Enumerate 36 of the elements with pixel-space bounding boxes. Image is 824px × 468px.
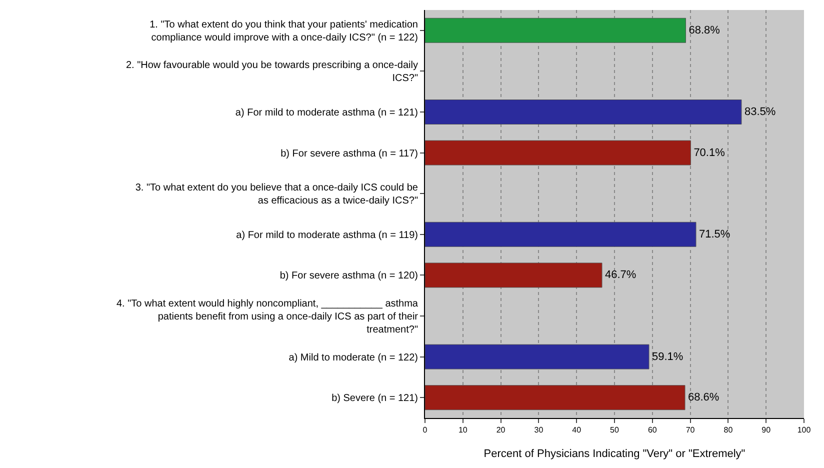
y-tick-label: a) For mild to moderate asthma (n = 119) — [236, 230, 418, 241]
bar — [425, 100, 742, 124]
y-tick-label: a) For mild to moderate asthma (n = 121) — [235, 108, 418, 118]
bar — [425, 262, 602, 288]
x-tick-label: 100 — [797, 426, 812, 435]
x-tick-label: 80 — [724, 426, 734, 435]
y-tick-label: b) For severe asthma (n = 117) — [280, 148, 418, 160]
y-tick-label: a) Mild to moderate (n = 122) — [288, 352, 418, 364]
y-tick-label: 1. "To what extent do you think that your patients' medication compliance would improve with a once-daily ICS?" (n = 122) — [150, 19, 418, 44]
y-tick-label: 4. "To what extent would highly noncompliant, ___________ asthma patients benefit from using a once-daily ICS as part of their treatment?" — [116, 298, 419, 336]
bar — [425, 18, 686, 43]
data-label: 71.5% — [698, 228, 730, 240]
data-label: 46.7% — [604, 269, 636, 282]
data-label: 68.6% — [688, 392, 720, 404]
x-tick-label: 30 — [534, 426, 544, 435]
x-tick-label: 50 — [610, 426, 620, 435]
bar — [425, 385, 686, 410]
x-tick-label: 0 — [422, 426, 428, 435]
data-label: 68.8% — [688, 24, 720, 36]
x-tick-label: 40 — [572, 426, 582, 435]
y-tick-label: b) Severe (n = 121) — [332, 393, 418, 404]
data-label: 83.5% — [744, 106, 776, 118]
x-tick-label: 60 — [648, 426, 658, 435]
bar — [425, 344, 650, 370]
x-axis-title: Percent of Physicians Indicating "Very" or "Extremely" — [484, 448, 746, 460]
bar — [425, 140, 691, 166]
data-label: 59.1% — [652, 350, 684, 363]
data-label: 70.1% — [694, 146, 726, 159]
x-tick-label: 90 — [762, 426, 772, 435]
x-tick-label: 10 — [458, 426, 468, 435]
x-tick-label: 70 — [686, 426, 696, 435]
y-tick-label: 3. "To what extent do you believe that a once-daily ICS could be as efficacious as a twice-daily ICS?" — [135, 182, 418, 207]
bar — [425, 222, 696, 247]
y-tick-label: 2. "How favourable would you be towards prescribing a once-daily ICS?" — [126, 60, 418, 84]
x-tick-label: 20 — [496, 426, 506, 435]
y-tick-label: b) For severe asthma (n = 120) — [280, 270, 418, 282]
